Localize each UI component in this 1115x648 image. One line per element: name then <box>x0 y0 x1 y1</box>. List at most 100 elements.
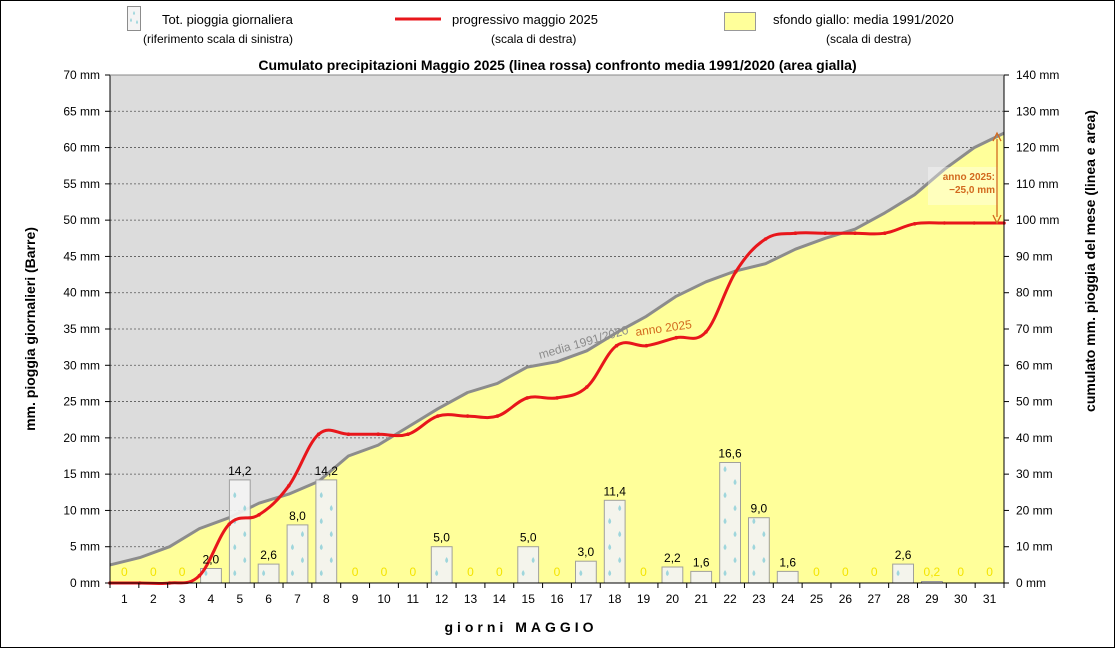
right-tick-label: 90 mm <box>1016 249 1053 263</box>
x-tick-label: 14 <box>493 592 507 606</box>
drop-icon <box>319 492 323 498</box>
rain-bar <box>517 546 540 584</box>
diff-label-value: −25,0 mm <box>949 185 995 196</box>
x-tick-label: 24 <box>781 592 795 606</box>
rain-bar <box>315 479 338 584</box>
bar-value-label: 0 <box>121 565 128 579</box>
drop-icon <box>300 531 304 537</box>
left-tick-label: 40 mm <box>63 286 100 300</box>
line-2025-point <box>585 385 589 389</box>
x-tick-label: 23 <box>752 592 766 606</box>
line-2025-point <box>942 221 947 225</box>
line-2025-point <box>257 513 261 517</box>
x-tick-label: 15 <box>522 592 536 606</box>
line-2025-point <box>376 432 381 437</box>
x-tick-label: 17 <box>579 592 593 606</box>
legend-bar-swatch <box>127 6 141 31</box>
right-tick-label: 80 mm <box>1016 286 1053 300</box>
bar-value-label: 3,0 <box>577 545 594 559</box>
line-2025-point <box>287 484 291 488</box>
line-2025-point <box>972 221 976 225</box>
x-tick-label: 21 <box>695 592 709 606</box>
right-tick-label: 50 mm <box>1016 395 1053 409</box>
drop-icon <box>290 570 294 576</box>
bar-value-label: 0 <box>554 565 561 579</box>
rain-bar <box>776 570 799 584</box>
x-tick-label: 20 <box>666 592 680 606</box>
bar-value-label: 8,0 <box>289 509 306 523</box>
x-tick-label: 8 <box>323 592 330 606</box>
drop-icon <box>319 518 323 524</box>
bar-value-label: 0 <box>813 565 820 579</box>
x-tick-label: 7 <box>294 592 301 606</box>
bar-value-label: 0 <box>842 565 849 579</box>
drop-icon <box>723 492 727 498</box>
right-tick-label: 100 mm <box>1016 213 1059 227</box>
x-axis-title: giorni MAGGIO <box>444 619 597 635</box>
drop-icon <box>521 570 525 576</box>
bar-value-label: 5,0 <box>520 531 537 545</box>
drop-icon <box>762 557 766 563</box>
x-tick-label: 6 <box>265 592 272 606</box>
bar-value-label: 0 <box>179 565 186 579</box>
left-axis-title: mm. pioggia giornalieri (Barre) <box>22 227 38 431</box>
line-2025-point <box>316 432 321 437</box>
drop-icon <box>618 531 622 537</box>
drop-icon <box>445 557 449 563</box>
drop-icon <box>300 557 304 563</box>
x-tick-label: 29 <box>925 592 939 606</box>
bar-value-label: 0 <box>986 565 993 579</box>
drop-icon <box>233 544 237 550</box>
bar-value-label: 11,4 <box>603 484 626 498</box>
line-2025-point <box>406 432 410 437</box>
drop-icon <box>319 544 323 550</box>
x-tick-label: 10 <box>377 592 391 606</box>
rain-bar <box>228 479 251 584</box>
line-2025-point <box>763 237 768 241</box>
drop-icon <box>618 505 622 511</box>
drop-icon <box>723 544 727 550</box>
line-2025-point <box>436 414 440 418</box>
drop-icon <box>723 570 727 576</box>
x-tick-label: 28 <box>896 592 910 606</box>
x-tick-label: 13 <box>464 592 478 606</box>
x-tick-label: 30 <box>954 592 968 606</box>
drop-icon <box>896 570 900 576</box>
drop-icon <box>329 557 333 563</box>
legend-area-swatch <box>724 12 756 31</box>
x-tick-label: 31 <box>983 592 997 606</box>
line-2025-point <box>883 231 887 235</box>
drop-icon <box>233 492 237 498</box>
left-tick-label: 55 mm <box>63 177 100 191</box>
line-2025-point <box>555 396 559 400</box>
x-tick-label: 12 <box>435 592 449 606</box>
left-tick-label: 10 mm <box>63 503 100 517</box>
legend-bars-label: Tot. pioggia giornaliera <box>162 12 293 27</box>
x-tick-label: 11 <box>407 592 420 606</box>
x-tick-label: 16 <box>550 592 564 606</box>
bar-value-label: 14,2 <box>228 464 252 478</box>
legend-line-sub: (scala di destra) <box>491 32 577 46</box>
left-tick-label: 45 mm <box>63 249 100 263</box>
bar-value-label: 16,6 <box>718 447 742 461</box>
left-tick-label: 70 mm <box>63 68 100 82</box>
drop-icon <box>733 505 737 511</box>
bar-value-label: 0 <box>409 565 416 579</box>
drop-icon <box>319 570 323 576</box>
drop-icon <box>204 570 208 576</box>
x-tick-label: 27 <box>868 592 882 606</box>
drop-icon <box>752 570 756 576</box>
diff-arrow-head-top <box>992 131 1002 142</box>
rain-bar <box>430 546 453 584</box>
bar-value-label: 0 <box>381 565 388 579</box>
x-tick-label: 18 <box>608 592 622 606</box>
x-tick-label: 19 <box>637 592 651 606</box>
bar-value-label: 0 <box>150 565 157 579</box>
line-2025-point <box>674 335 678 340</box>
legend-area-sub: (scala di destra) <box>826 32 912 46</box>
line-2025-point <box>853 231 857 235</box>
rain-bar <box>286 524 309 584</box>
x-tick-label: 3 <box>179 592 186 606</box>
drop-icon <box>752 544 756 550</box>
